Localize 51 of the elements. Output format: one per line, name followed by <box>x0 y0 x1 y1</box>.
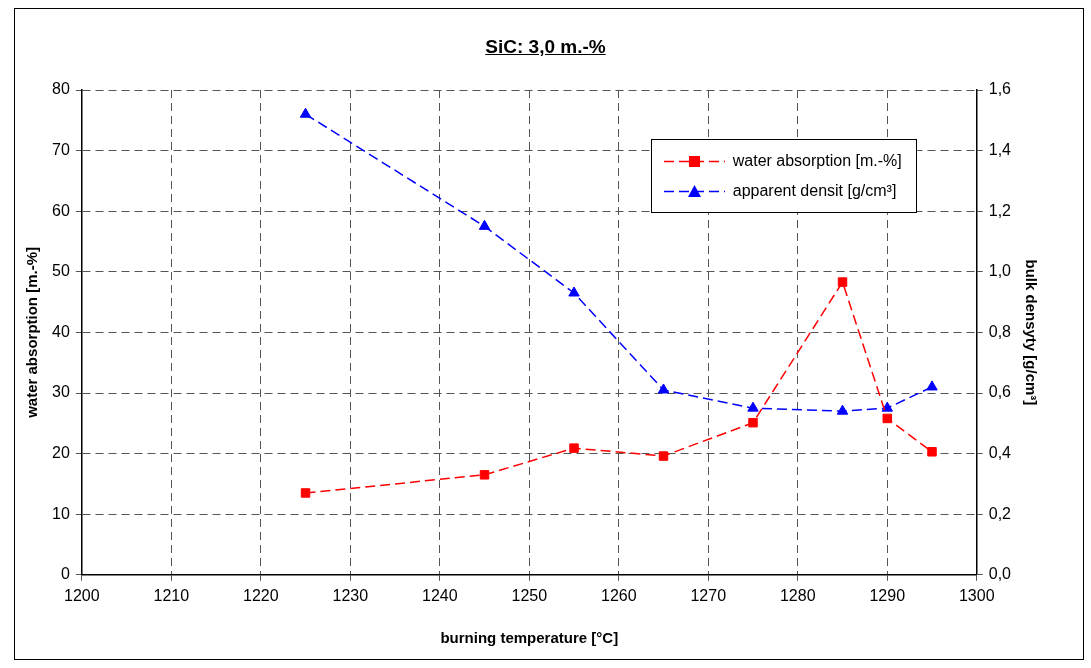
y2-tick-label: 1,0 <box>988 262 1012 280</box>
y2-tick-label: 0,6 <box>988 383 1012 401</box>
x-tick-label: 1220 <box>242 586 279 604</box>
point <box>747 401 759 412</box>
point <box>836 404 849 415</box>
y2-tick-label: 0,8 <box>988 322 1012 340</box>
y2-tick-label: 1,2 <box>988 201 1012 219</box>
x-tick-label: 1280 <box>779 586 816 604</box>
point <box>837 277 848 287</box>
y-tick-label: 20 <box>52 444 70 462</box>
legend-label: apparent densit [g/cm³] <box>732 182 897 199</box>
y2-tick-label: 0,4 <box>988 444 1012 462</box>
point <box>300 488 311 498</box>
y-tick-label: 70 <box>52 141 70 159</box>
y-tick-label: 60 <box>52 201 70 219</box>
point <box>658 451 669 461</box>
x-tick-label: 1200 <box>64 586 100 604</box>
y-tick-label: 10 <box>52 504 70 522</box>
x-axis-title: burning temperature [°C] <box>440 629 619 647</box>
y-tick-label: 30 <box>52 383 70 401</box>
y2-tick-label: 0,0 <box>988 565 1012 583</box>
point <box>927 447 937 457</box>
point <box>881 401 893 412</box>
point <box>569 443 579 453</box>
point <box>748 417 758 428</box>
y2-tick-label: 0,2 <box>988 504 1012 522</box>
x-tick-label: 1230 <box>332 586 369 604</box>
point <box>882 413 892 424</box>
y2-axis-title: bulk densyty [g/cm³] <box>1022 259 1040 406</box>
x-tick-label: 1240 <box>421 586 458 604</box>
point <box>299 107 312 118</box>
y2-tick-label: 1,6 <box>988 80 1012 98</box>
point <box>568 286 580 297</box>
x-tick-label: 1210 <box>153 586 190 604</box>
y-tick-label: 0 <box>60 565 70 583</box>
y-axis-title: water absorption [m.-%] <box>23 246 41 419</box>
x-tick-label: 1250 <box>511 586 548 604</box>
point <box>657 383 670 394</box>
point <box>478 219 491 230</box>
legend-label: water absorption [m.-%] <box>732 152 902 169</box>
x-tick-label: 1290 <box>869 586 906 604</box>
y-tick-label: 50 <box>52 262 70 280</box>
x-tick-label: 1270 <box>690 586 727 604</box>
x-tick-label: 1300 <box>958 586 995 604</box>
x-tick-label: 1260 <box>600 586 637 604</box>
point <box>926 380 938 391</box>
point <box>479 470 490 480</box>
y-tick-label: 80 <box>52 80 70 98</box>
y-tick-label: 40 <box>52 322 70 340</box>
chart-title: SiC: 3,0 m.-% <box>484 36 607 58</box>
y2-tick-label: 1,4 <box>988 141 1012 159</box>
